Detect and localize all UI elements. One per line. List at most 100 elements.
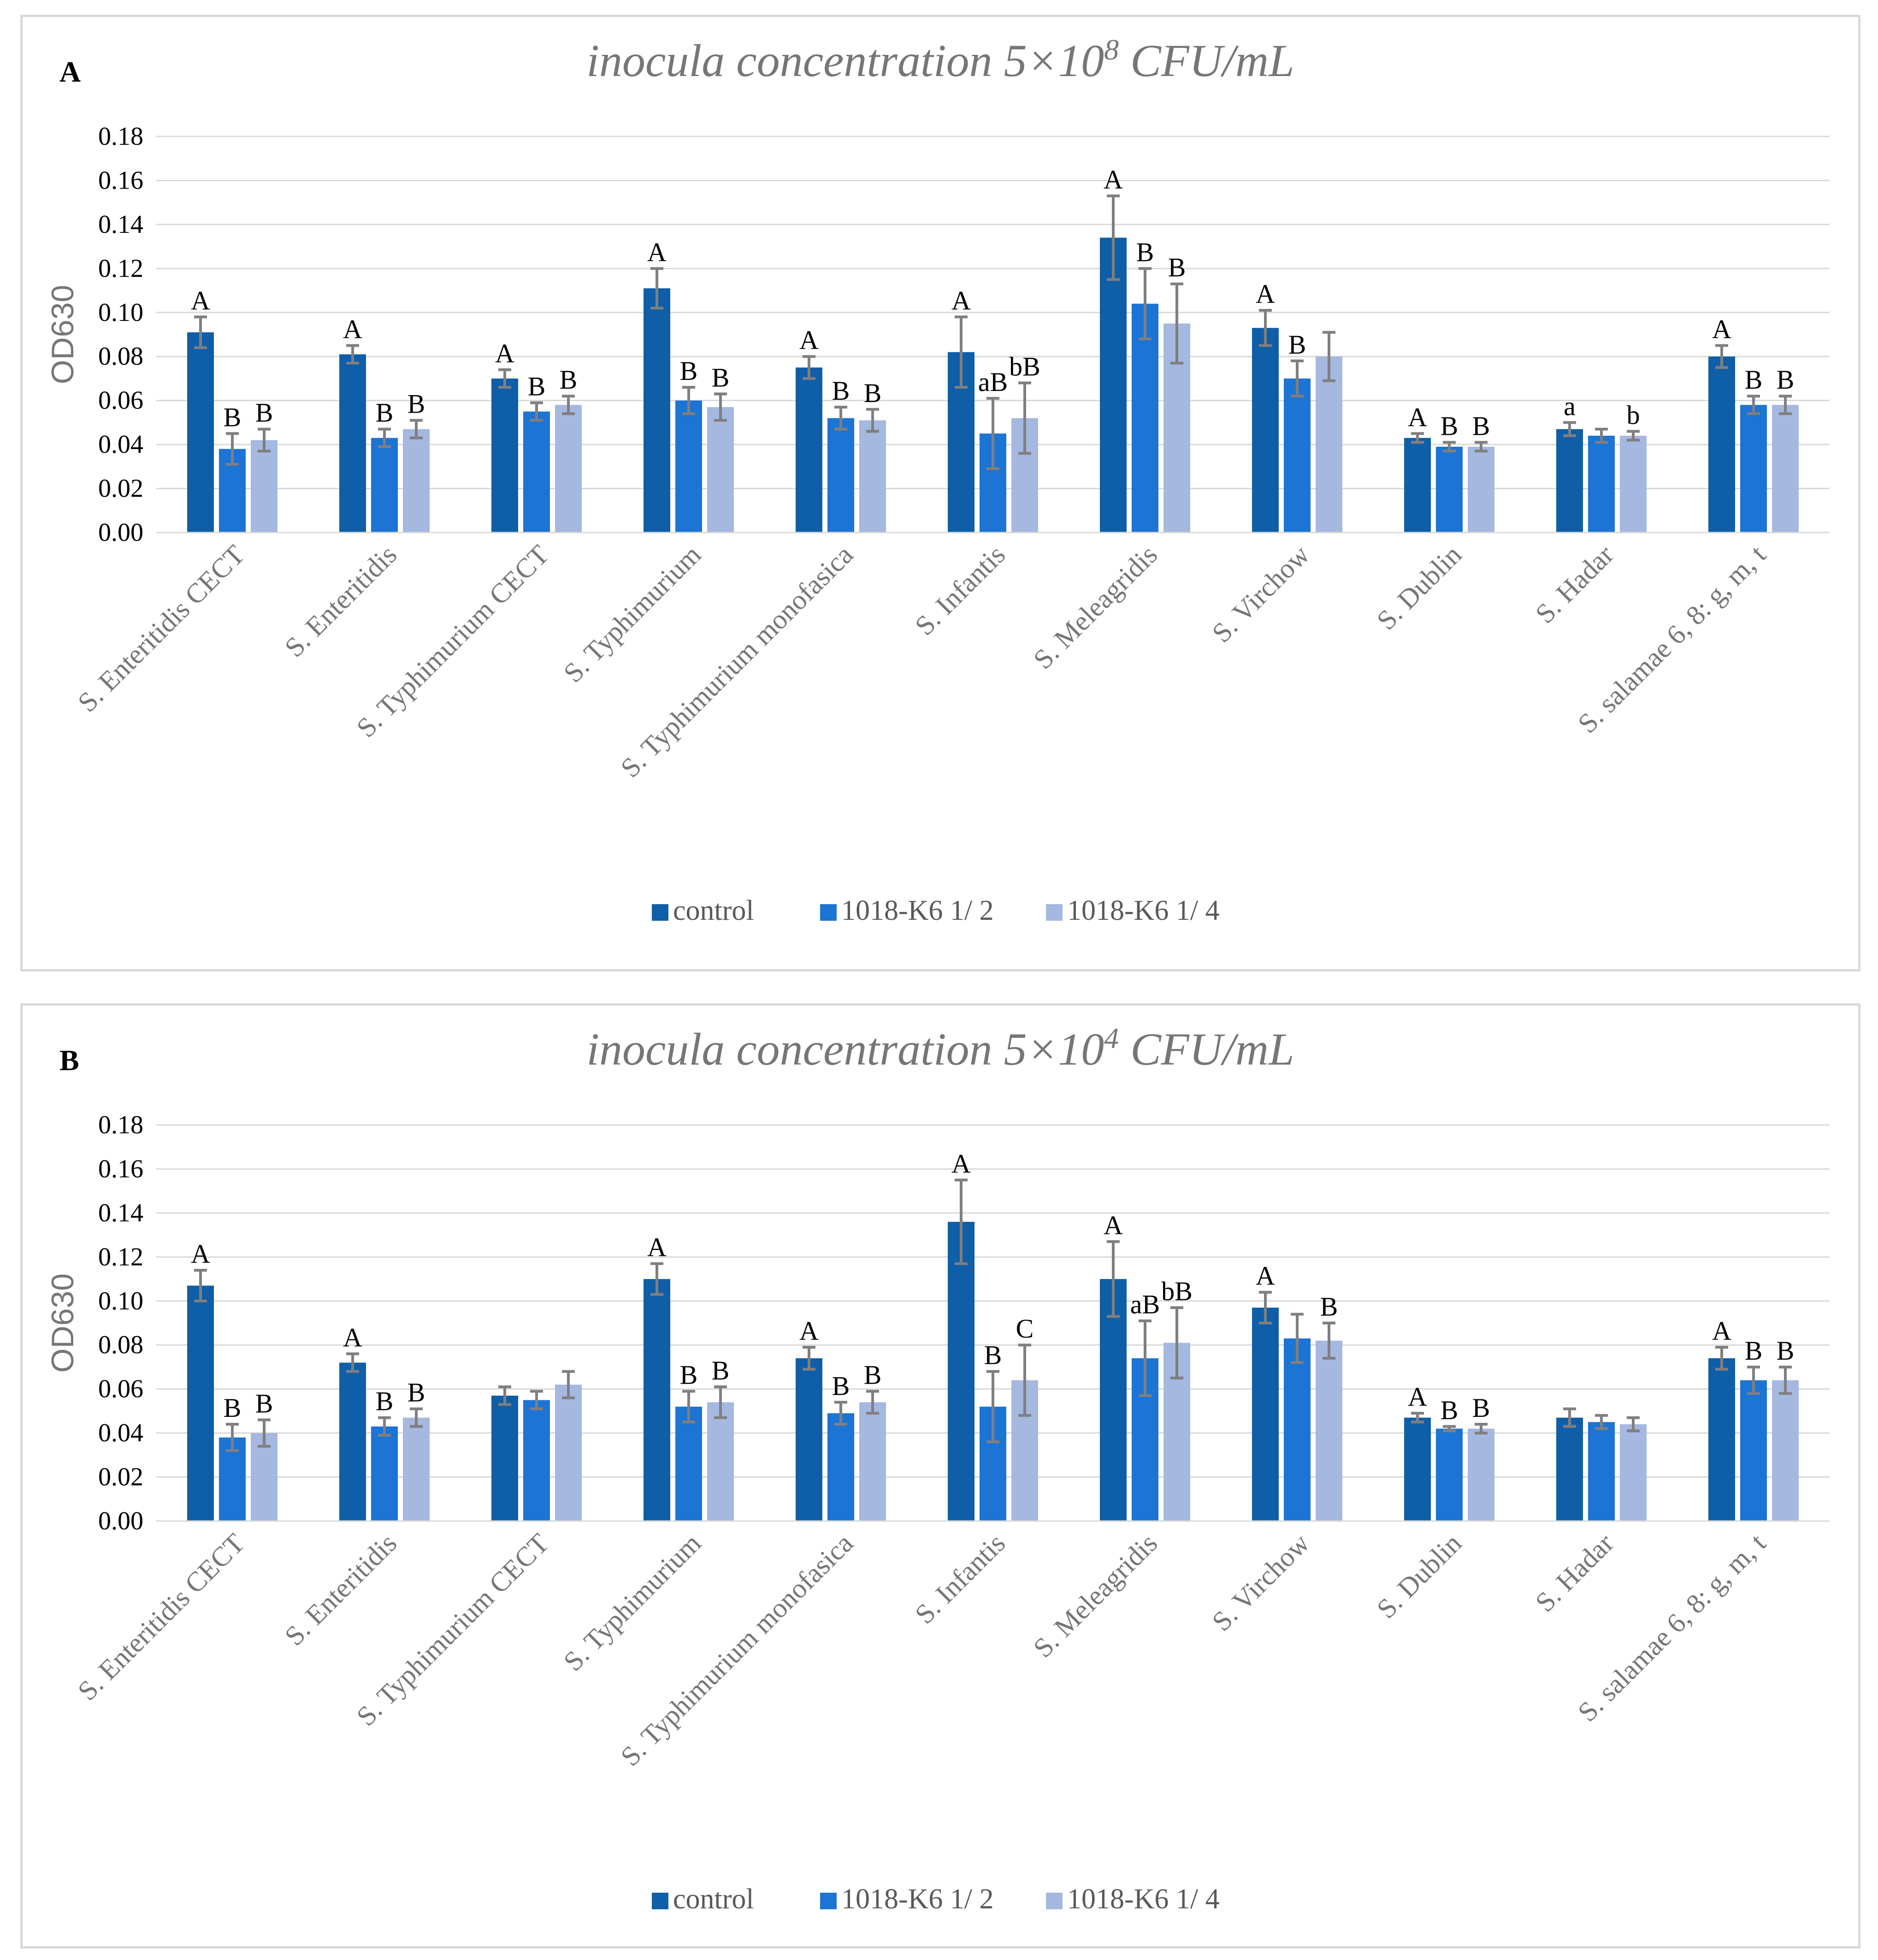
significance-label: A: [1712, 314, 1731, 344]
bar: [827, 1413, 854, 1521]
bar: [1252, 1308, 1279, 1521]
bar: [1316, 356, 1342, 533]
bar: [371, 438, 398, 533]
bar: [644, 1279, 670, 1521]
bar: [371, 1426, 398, 1521]
significance-label: B: [376, 398, 394, 428]
bar: [1588, 1422, 1615, 1521]
bar: [675, 1406, 702, 1521]
bar: [1100, 1279, 1127, 1521]
significance-label: B: [407, 389, 425, 419]
x-tick-label: S. Meleagridis: [1028, 1528, 1163, 1664]
bar: [1404, 1417, 1431, 1521]
y-axis-label: OD630: [45, 1273, 80, 1373]
x-tick-label: S. Infantis: [909, 1528, 1011, 1630]
significance-label: A: [1104, 1210, 1123, 1240]
significance-label: A: [1408, 402, 1427, 432]
significance-label: B: [560, 365, 578, 395]
x-tick-label: S. Enteritidis: [279, 539, 402, 663]
significance-label: A: [951, 285, 971, 315]
bar: [251, 1433, 278, 1521]
bar: [1740, 405, 1767, 533]
significance-label: B: [832, 376, 850, 406]
significance-label: A: [799, 1316, 819, 1346]
legend-label: 1018-K6 1/ 4: [1067, 895, 1220, 926]
significance-label: A: [343, 1322, 362, 1352]
legend-swatch: [820, 904, 837, 921]
bar: [1708, 1358, 1735, 1521]
significance-label: A: [951, 1149, 971, 1178]
significance-label: B: [1472, 1393, 1490, 1423]
x-tick-label: S. Enteritidis CECT: [72, 1528, 250, 1706]
significance-label: A: [191, 285, 210, 315]
bar: [523, 1400, 550, 1521]
y-tick-label: 0.08: [98, 1331, 143, 1359]
y-tick-label: 0.06: [98, 386, 143, 415]
significance-label: B: [255, 398, 273, 428]
significance-label: B: [1777, 1336, 1795, 1366]
bar: [707, 407, 734, 533]
x-tick-label: S. Typhimurium: [558, 539, 707, 688]
y-tick-label: 0.04: [98, 430, 143, 459]
significance-label: aB: [978, 367, 1008, 397]
bar: [827, 418, 854, 533]
significance-label: C: [1016, 1314, 1034, 1344]
bar: [251, 440, 278, 533]
significance-label: A: [1256, 1261, 1275, 1291]
significance-label: A: [1104, 165, 1123, 195]
bar: [1468, 446, 1494, 533]
significance-label: B: [528, 371, 546, 401]
significance-label: bB: [1161, 1276, 1193, 1306]
significance-label: B: [864, 1360, 882, 1390]
significance-label: A: [647, 237, 667, 267]
bar: [707, 1402, 734, 1521]
bar: [555, 1385, 582, 1521]
significance-label: aB: [1130, 1290, 1160, 1320]
legend-swatch: [1046, 1893, 1063, 1909]
bar: [403, 429, 430, 533]
significance-label: B: [680, 1360, 698, 1390]
bar: [1772, 405, 1799, 533]
bar: [1620, 1424, 1647, 1521]
significance-label: B: [832, 1371, 850, 1401]
significance-label: B: [1320, 1292, 1338, 1322]
significance-label: B: [984, 1340, 1002, 1370]
legend-label: control: [673, 1883, 754, 1915]
bar: [1772, 1380, 1799, 1521]
significance-label: B: [864, 378, 882, 408]
bar: [1100, 237, 1127, 533]
legend-label: 1018-K6 1/ 2: [841, 1883, 994, 1915]
bar: [1284, 378, 1311, 533]
x-tick-label: S. Enteritidis: [279, 1528, 402, 1652]
y-tick-label: 0.02: [98, 474, 143, 503]
bar: [1404, 438, 1431, 533]
y-tick-label: 0.10: [98, 1287, 143, 1315]
significance-label: A: [343, 314, 362, 344]
significance-label: B: [1745, 1336, 1763, 1366]
significance-label: B: [1745, 365, 1763, 395]
bar: [1132, 303, 1158, 533]
significance-label: A: [799, 325, 819, 355]
bar: [1588, 436, 1615, 533]
bar: [1556, 1417, 1583, 1521]
significance-label: A: [1256, 279, 1275, 309]
y-tick-label: 0.00: [98, 1507, 143, 1535]
y-tick-label: 0.16: [98, 1155, 143, 1183]
significance-label: B: [712, 362, 730, 392]
y-tick-label: 0.16: [98, 166, 143, 195]
significance-label: B: [1777, 365, 1795, 395]
y-tick-label: 0.02: [98, 1463, 143, 1492]
bar: [1284, 1338, 1311, 1521]
bar: [1436, 1428, 1463, 1521]
bar: [859, 420, 886, 533]
x-tick-label: S. Infantis: [909, 539, 1011, 641]
significance-label: A: [1408, 1382, 1427, 1412]
significance-label: B: [1441, 1395, 1459, 1425]
y-tick-label: 0.10: [98, 298, 143, 327]
x-tick-label: S. Hadar: [1530, 1528, 1619, 1618]
significance-label: B: [255, 1388, 273, 1418]
bar: [523, 411, 550, 533]
